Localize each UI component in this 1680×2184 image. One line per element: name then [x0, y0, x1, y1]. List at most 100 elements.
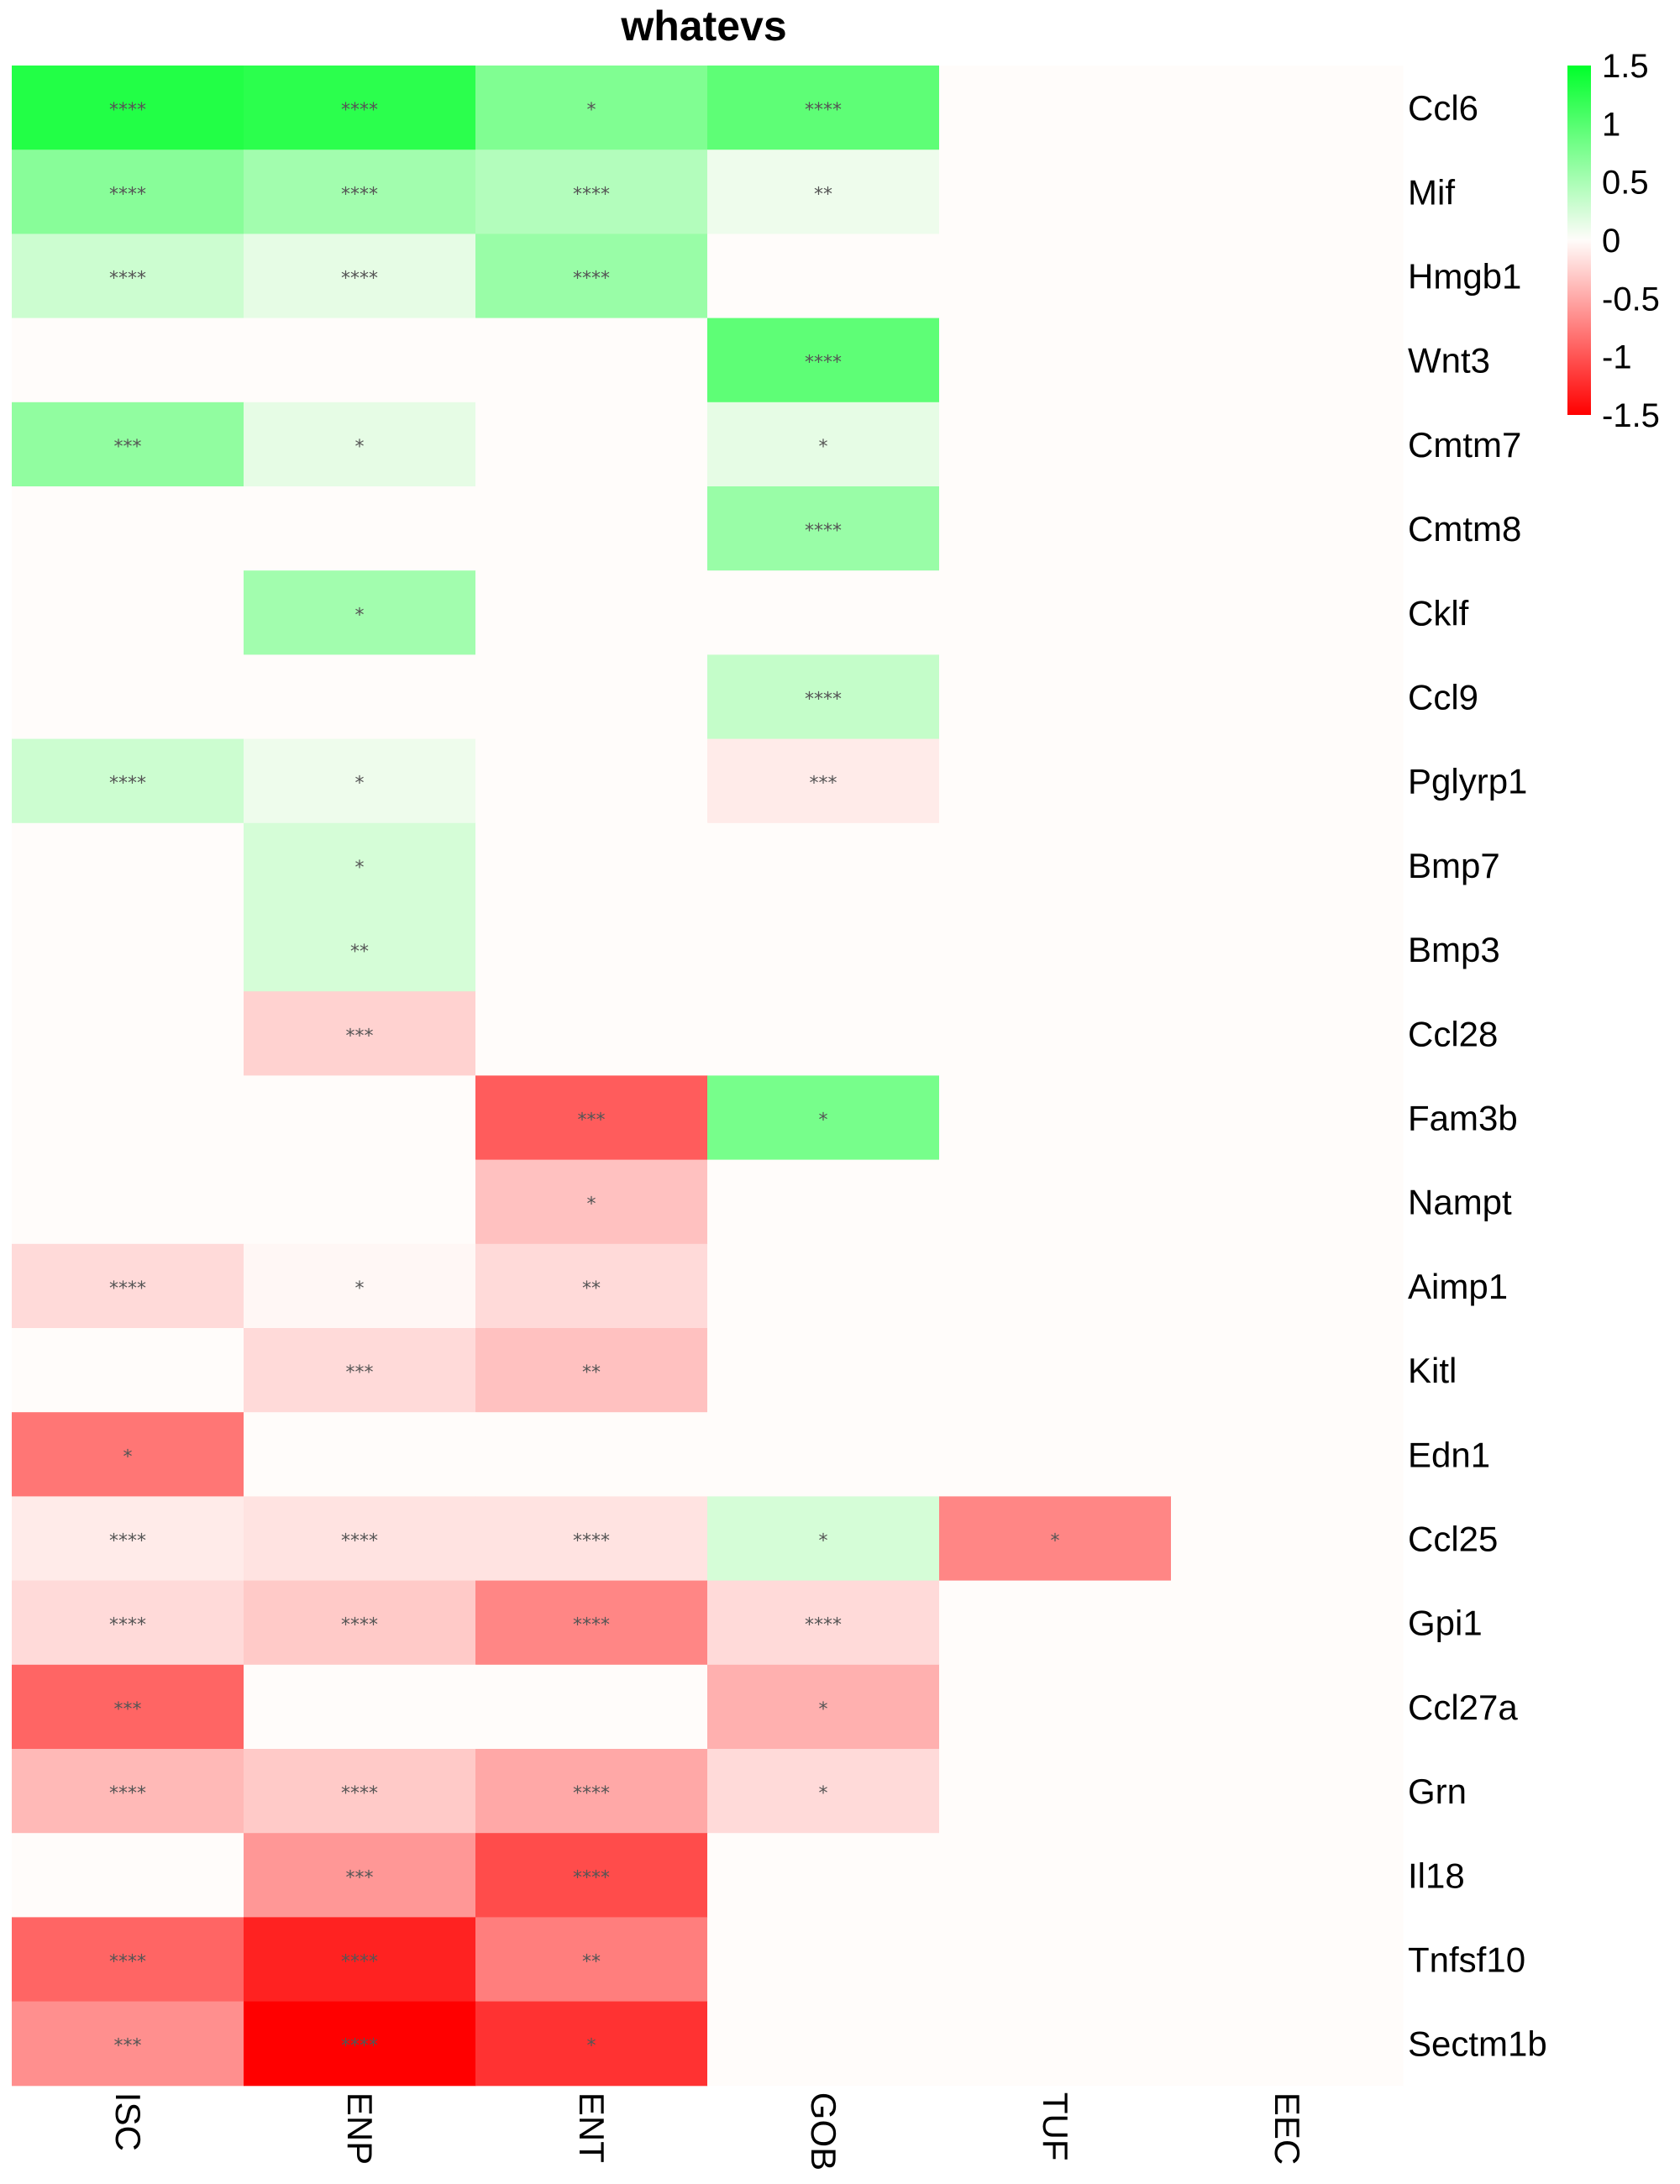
significance-marker: ****: [109, 1783, 146, 1804]
heatmap-cell: [939, 318, 1172, 403]
heatmap-cell: [939, 1664, 1172, 1750]
significance-marker: ****: [109, 1952, 146, 1973]
heatmap-cell: [12, 1159, 244, 1245]
heatmap-cell: [12, 1412, 244, 1497]
significance-marker: ***: [114, 2036, 142, 2057]
heatmap-cell: [244, 318, 476, 403]
row-label: Grn: [1408, 1772, 1467, 1811]
heatmap-cell: [475, 654, 708, 740]
heatmap-cell: [939, 1917, 1172, 2003]
significance-marker: ****: [341, 1952, 378, 1973]
significance-marker: ****: [109, 269, 146, 290]
heatmap-cell: [244, 1917, 476, 2003]
heatmap-cell: [12, 738, 244, 824]
significance-marker: *: [1051, 1531, 1060, 1552]
significance-marker: *: [355, 1278, 365, 1299]
significance-marker: *: [819, 1699, 828, 1720]
heatmap-cell: [244, 822, 476, 908]
significance-marker: ****: [805, 690, 842, 711]
row-label: Ccl28: [1408, 1014, 1498, 1053]
heatmap-cell: [12, 1917, 244, 2003]
row-label: Cmtm8: [1408, 509, 1521, 549]
significance-marker: ****: [805, 521, 842, 542]
heatmap-cell: [939, 1496, 1172, 1582]
heatmap-cell: [244, 66, 476, 150]
heatmap-cell: [939, 991, 1172, 1076]
heatmap-cell: [1171, 1917, 1404, 2003]
significance-marker: ****: [341, 1531, 378, 1552]
heatmap-cell: [244, 150, 476, 234]
heatmap-cell: [475, 907, 708, 992]
significance-marker: ***: [578, 1110, 606, 1131]
heatmap-cell: [244, 1664, 476, 1750]
heatmap-cell: [707, 150, 940, 234]
heatmap-cell: [707, 1833, 940, 1918]
row-label: Fam3b: [1408, 1099, 1518, 1138]
row-label: Edn1: [1408, 1435, 1490, 1474]
heatmap-cell: [707, 822, 940, 908]
heatmap-cell: [475, 1664, 708, 1750]
heatmap-cell: [1171, 1328, 1404, 1413]
heatmap-cell: [707, 738, 940, 824]
heatmap-cell: [707, 1580, 940, 1666]
row-label: Sectm1b: [1408, 2024, 1547, 2064]
heatmap-cell: [1171, 2001, 1404, 2087]
row-label: Ccl25: [1408, 1520, 1498, 1559]
heatmap-cell: [475, 1749, 708, 1834]
heatmap-cell: [939, 1412, 1172, 1497]
heatmap-cell: [939, 1159, 1172, 1245]
heatmap-cell: [1171, 1412, 1404, 1497]
significance-markers: **** **** * ******** **** **** ****** **** *****…: [109, 100, 1060, 2057]
heatmap-cell: [939, 486, 1172, 571]
heatmap-cell: [475, 1412, 708, 1497]
heatmap-cell: [475, 1075, 708, 1161]
significance-marker: ****: [573, 1531, 610, 1552]
heatmap-cell: [244, 2001, 476, 2087]
significance-marker: *: [587, 1194, 596, 1215]
heatmap-cell: [707, 486, 940, 571]
significance-marker: ****: [109, 1531, 146, 1552]
significance-marker: ****: [805, 100, 842, 121]
legend-tick-label: 1: [1602, 106, 1620, 143]
significance-marker: **: [582, 1278, 601, 1299]
heatmap-cell: [1171, 1833, 1404, 1918]
heatmap-cell: [1171, 991, 1404, 1076]
heatmap-cell: [12, 1075, 244, 1161]
heatmap-cell: [475, 234, 708, 319]
heatmap-cell: [1171, 1664, 1404, 1750]
heatmap-cell: [939, 907, 1172, 992]
heatmap-cell: [244, 907, 476, 992]
heatmap-cell: [707, 1749, 940, 1834]
heatmap-cell: [12, 907, 244, 992]
heatmap-cell: [939, 822, 1172, 908]
legend-tick-label: 0.5: [1602, 165, 1649, 202]
row-label: Cklf: [1408, 593, 1469, 633]
heatmap-cell: [707, 1917, 940, 2003]
heatmap-cell: [475, 402, 708, 487]
row-labels: Ccl6 Mif Hmgb1 Wnt3 Cmtm7 Cmtm8 Cklf Ccl9 Pglyrp…: [1408, 88, 1547, 2064]
row-label: Pglyrp1: [1408, 762, 1527, 801]
heatmap-cell: [244, 738, 476, 824]
heatmap-cell: [475, 1159, 708, 1245]
heatmap-cell: [707, 66, 940, 150]
heatmap-cell: [244, 1749, 476, 1834]
row-label: Ccl6: [1408, 88, 1478, 128]
heatmap-cell: [707, 570, 940, 655]
row-label: Nampt: [1408, 1183, 1512, 1222]
significance-marker: ****: [341, 269, 378, 290]
significance-marker: **: [350, 942, 369, 963]
heatmap-cell: [12, 654, 244, 740]
significance-marker: *: [587, 100, 596, 121]
significance-marker: ***: [346, 1867, 374, 1888]
heatmap-cell: [244, 1412, 476, 1497]
heatmap-cell: [475, 2001, 708, 2087]
heatmap-cell: [939, 1749, 1172, 1834]
heatmap-cell: [1171, 66, 1404, 150]
heatmap-cell: [244, 1496, 476, 1582]
heatmap-cell: [707, 1412, 940, 1497]
heatmap-cell: [244, 570, 476, 655]
heatmap-cell: [244, 991, 476, 1076]
heatmap-cell: [939, 1580, 1172, 1666]
row-label: Ccl9: [1408, 678, 1478, 717]
color-legend: 1.5 1 0.5 0 -0.5 -1 -1.5: [1567, 48, 1660, 434]
